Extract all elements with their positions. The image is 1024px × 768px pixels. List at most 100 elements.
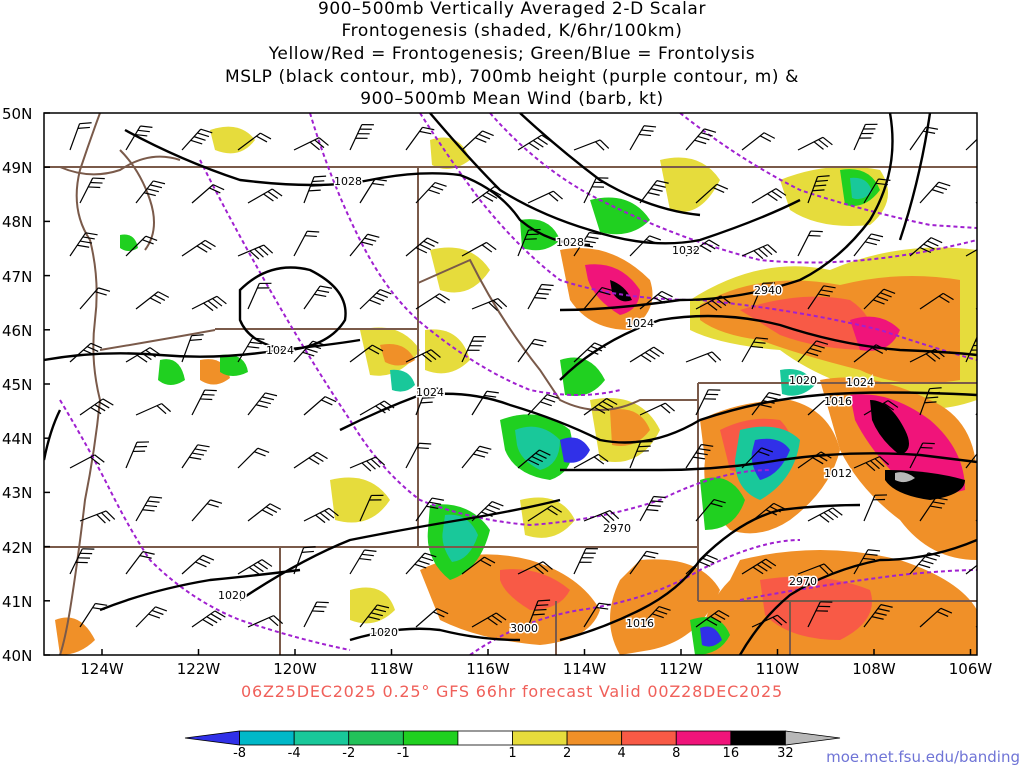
- latitude-label: 49N: [2, 159, 33, 178]
- wind-barb: [583, 177, 609, 204]
- wind-barb: [807, 395, 841, 416]
- wind-barb: [751, 188, 787, 204]
- wind-barb: [415, 497, 445, 522]
- wind-barb: [303, 285, 333, 310]
- longitude-label: 106W: [948, 660, 993, 678]
- wind-barb: [583, 286, 614, 310]
- wind-barb: [405, 237, 439, 257]
- source-credit-link[interactable]: moe.met.fsu.edu/banding: [826, 748, 1020, 766]
- wind-barb: [517, 338, 547, 363]
- latitude-label: 40N: [2, 647, 33, 665]
- wind-barb: [797, 136, 833, 151]
- wind-barb: [909, 126, 939, 151]
- wind-barb: [237, 337, 265, 363]
- title-line-1: 900–500mb Vertically Averaged 2-D Scalar: [317, 0, 707, 19]
- wind-barb: [237, 447, 270, 469]
- wind-barb: [461, 336, 486, 363]
- mslp-label: 1024: [846, 376, 874, 389]
- wind-barb: [639, 495, 666, 522]
- wind-barb: [517, 449, 551, 469]
- wind-barb: [639, 290, 673, 310]
- contour-labels: 1028 1028 1032 1024 1024 1024 1020 1016 1012 1024…: [217, 174, 876, 641]
- mslp-label: 1028: [556, 236, 584, 249]
- wind-barb: [629, 550, 659, 575]
- wind-barb: [629, 440, 653, 469]
- wind-barb: [349, 456, 386, 472]
- wind-barb: [573, 548, 598, 575]
- mslp-label: 1020: [789, 374, 817, 387]
- wind-barb: [863, 494, 888, 522]
- wind-barb: [69, 454, 105, 469]
- wind-barb: [639, 180, 669, 204]
- wind-barb: [135, 180, 166, 204]
- wind-barb: [685, 239, 720, 257]
- wind-barb: [629, 125, 657, 151]
- wind-barb: [293, 546, 316, 575]
- wind-barb: [191, 389, 217, 416]
- wind-barb: [695, 295, 731, 311]
- colorbar-label: 4: [617, 746, 626, 761]
- wind-barb: [293, 137, 329, 151]
- wind-barb: [405, 126, 435, 151]
- wind-barb: [863, 604, 893, 628]
- wind-barb: [751, 502, 785, 522]
- wind-barb: [919, 607, 953, 628]
- wind-barb: [909, 348, 945, 363]
- wind-barb: [517, 134, 553, 151]
- wind-barb: [79, 287, 111, 310]
- longitude-label: 108W: [852, 660, 896, 678]
- wind-barb: [471, 186, 506, 204]
- wind-barb: [359, 400, 395, 416]
- colorbar-segment: [457, 730, 513, 746]
- wind-barb: [863, 288, 896, 310]
- mslp-label: 1028: [334, 175, 362, 188]
- wind-barb: [69, 548, 95, 575]
- wind-barb: [405, 442, 432, 469]
- wind-barb: [741, 132, 776, 151]
- colorbar: [184, 730, 841, 746]
- wind-barb: [135, 291, 170, 310]
- wind-barb: [965, 556, 977, 575]
- wind-barb: [751, 614, 787, 628]
- colorbar-segment: [566, 730, 623, 746]
- wind-barb: [695, 183, 729, 204]
- wind-barb: [919, 181, 951, 204]
- latitude-label: 42N: [2, 538, 33, 557]
- wind-barb: [461, 445, 492, 469]
- wind-barb: [919, 387, 942, 416]
- mslp-contours: [44, 113, 977, 655]
- wind-barb: [237, 244, 274, 260]
- wind-barb: [629, 346, 665, 363]
- longitude-label: 110W: [755, 660, 800, 678]
- wind-barb: [975, 500, 977, 522]
- wind-barb: [191, 184, 225, 204]
- wind-barb: [125, 125, 153, 151]
- wind-barb: [639, 605, 671, 628]
- wind-barb: [303, 175, 327, 204]
- wind-barb: [741, 337, 769, 363]
- wind-barb: [79, 510, 116, 524]
- longitude-label: 118W: [369, 660, 414, 678]
- wind-barb: [69, 232, 98, 257]
- wind-barb: [191, 295, 227, 312]
- longitude-label: 112W: [659, 660, 703, 678]
- wind-barb: [471, 297, 508, 312]
- wind-barb: [807, 601, 833, 628]
- colorbar-segment: [293, 730, 350, 746]
- wind-barb: [863, 400, 899, 416]
- longitude-label: 124W: [80, 660, 124, 678]
- wind-barb: [181, 554, 215, 575]
- wind-barb: [125, 441, 150, 469]
- wind-barb: [797, 230, 823, 257]
- wind-barb: [415, 387, 439, 416]
- colorbar-label: 1: [508, 746, 517, 761]
- mslp-label: 1020: [218, 589, 246, 602]
- wind-barb: [583, 509, 620, 524]
- wind-barb: [79, 398, 114, 416]
- wind-barb: [797, 451, 832, 469]
- wind-barb: [741, 558, 777, 575]
- wind-barb: [125, 347, 161, 363]
- wind-barb: [909, 552, 941, 575]
- frontolysis-shading: [120, 169, 880, 655]
- longitude-label: 122W: [176, 660, 221, 678]
